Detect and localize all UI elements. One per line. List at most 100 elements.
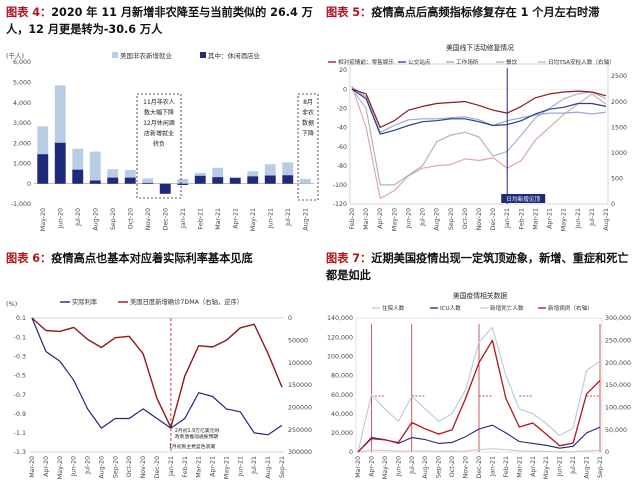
annotation-box — [297, 93, 319, 201]
bar-leisure — [107, 177, 119, 184]
x-tick-label: Nov-20 — [145, 208, 152, 230]
annotation-text: 2月初1.9万亿美元财 — [175, 427, 219, 434]
bar-total — [142, 178, 154, 184]
chart-subtitle: 美国疫情相关数据 — [453, 291, 508, 300]
legend-label: 新增病例（右轴） — [548, 304, 593, 312]
plot-frame — [349, 63, 609, 205]
x-tick-label: May-21 — [223, 456, 230, 479]
y-tick-label: -120 — [333, 201, 347, 208]
y-tick-label: 100,000 — [327, 353, 353, 360]
y-tick-label: 500 — [611, 176, 623, 183]
x-tick-label: Jun-21 — [557, 456, 564, 477]
y-tick-label: 50,000 — [605, 427, 627, 434]
annotation-text: 数大幅下降 — [144, 109, 174, 117]
x-tick-label: Jul-21 — [570, 456, 577, 475]
series-line — [351, 86, 607, 199]
y-tick-label: 0 — [349, 449, 353, 456]
y-tick-label: -60 — [337, 144, 347, 151]
x-tick-label: Apr-20 — [368, 456, 375, 477]
unit-label: (%) — [6, 300, 17, 308]
annotation-box — [501, 194, 546, 203]
series-line — [357, 448, 601, 453]
x-tick-label: Jun-20 — [71, 456, 78, 477]
y-tick-label: 100000 — [288, 360, 312, 367]
series-line — [31, 317, 283, 429]
x-tick-label: Sep-20 — [110, 208, 117, 230]
y-tick-label: 250,000 — [605, 338, 631, 345]
series-line — [357, 424, 601, 453]
legend-swatch — [112, 52, 118, 58]
x-tick-label: Jun-20 — [57, 208, 64, 229]
annotation-text: 店新增就业 — [144, 130, 174, 138]
legend-label: 工作场所 — [456, 58, 479, 66]
unit-label: (千人) — [6, 51, 24, 60]
x-tick-label: Nov-20 — [140, 456, 147, 478]
x-tick-label: Mar-21 — [196, 456, 203, 478]
legend-label: ICU人数 — [440, 304, 461, 312]
annotation-text: 11月非农人 — [143, 98, 175, 106]
y-tick-label: 2500 — [611, 73, 627, 80]
x-tick-label: Apr-21 — [530, 456, 537, 477]
bar-total — [89, 151, 101, 184]
x-tick-label: May-20 — [391, 208, 398, 231]
bar-leisure — [282, 175, 294, 184]
x-tick-label: Dec-20 — [476, 456, 483, 478]
annotation-text: 12月休闲酒 — [143, 119, 175, 127]
x-tick-label: Aug-21 — [265, 456, 272, 479]
legend-label: 美国非农新增就业 — [120, 51, 173, 60]
y-tick-label: 80,000 — [331, 373, 353, 380]
bar-leisure — [37, 154, 49, 184]
y-tick-label: 300,000 — [605, 315, 631, 322]
y-tick-label: -1.3 — [14, 449, 26, 456]
y-tick-label: 0 — [288, 315, 292, 322]
bar-total — [212, 167, 224, 184]
y-tick-label: 300000 — [288, 449, 312, 456]
x-tick-label: Aug-20 — [434, 208, 441, 231]
x-tick-label: Aug-21 — [302, 208, 309, 231]
x-tick-label: Mar-20 — [355, 456, 362, 478]
y-tick-label: 20 — [339, 67, 347, 74]
chart-title: 图表 7：近期美国疫情出现一定筑顶迹象，新增、重症和死亡都是如此 — [326, 250, 634, 284]
legend-label: 日均TSA安检人数（右轴） — [548, 58, 615, 66]
legend-label: 相对疫情前：零售娱乐 — [338, 58, 394, 66]
series-line — [357, 339, 601, 453]
bar-leisure — [229, 177, 241, 184]
x-tick-label: May-21 — [543, 456, 550, 479]
y-tick-label: -0.9 — [14, 411, 26, 418]
bar-leisure — [194, 175, 206, 184]
legend-label: 实际利率 — [72, 297, 97, 306]
x-tick-label: Feb-21 — [182, 456, 189, 477]
x-tick-label: Jul-21 — [251, 456, 258, 475]
y-tick-label: -0.5 — [14, 373, 26, 380]
bar-total — [72, 148, 84, 184]
series-line — [351, 86, 607, 133]
y-tick-label: 50000 — [288, 338, 308, 345]
y-tick-label: 1000 — [611, 150, 627, 157]
x-tick-label: Apr-21 — [210, 456, 217, 477]
legend-label: 餐饮 — [506, 58, 518, 66]
x-tick-label: Jan-21 — [504, 208, 511, 229]
x-tick-label: Jul-20 — [75, 208, 82, 227]
x-tick-label: Jun-21 — [575, 208, 582, 229]
y-tick-label: -100 — [333, 182, 347, 189]
annotation-box — [136, 93, 182, 199]
chart-6-svg: (%) 实际利率 美国日度新增确诊7DMA（右轴，逆序） 0.1 -0.1 -0.3 -0.… — [6, 297, 312, 479]
annotation-text: 下降 — [302, 130, 314, 138]
y-tick-label: -1.1 — [14, 430, 26, 437]
y-tick-label: 250000 — [288, 427, 312, 434]
x-tick-label: Apr-21 — [232, 208, 239, 229]
x-tick-label: Nov-20 — [476, 208, 483, 230]
series-line — [351, 88, 607, 129]
x-tick-label: Jul-20 — [85, 456, 92, 475]
series-line — [357, 327, 601, 453]
x-tick-label: Sep-21 — [597, 456, 604, 478]
annotation-text: 转负 — [153, 140, 165, 148]
bar-leisure — [72, 169, 84, 184]
chart-label: 图表 7： — [326, 252, 372, 265]
x-tick-label: May-20 — [57, 456, 64, 479]
series-line — [351, 88, 607, 135]
y-tick-label: 3,000 — [13, 120, 31, 127]
chart-label: 图表 5： — [326, 6, 372, 19]
